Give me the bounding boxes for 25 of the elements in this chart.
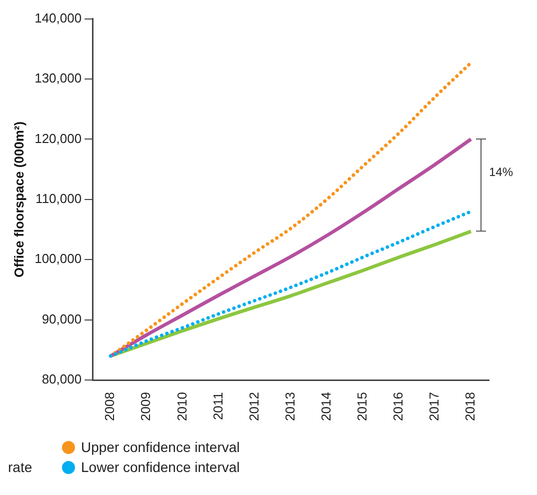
line-series (108, 137, 473, 358)
legend-label: Upper confidence interval (81, 439, 240, 455)
x-tick-label: 2018 (462, 392, 478, 421)
x-tick-label: 2016 (390, 392, 406, 421)
y-tick-label: 80,000 (42, 372, 82, 387)
x-tick-label: 2017 (426, 392, 442, 421)
y-axis-title: Office floorspace (000m²) (11, 121, 26, 278)
legend-label: Lower confidence interval (81, 459, 240, 475)
text: rate (8, 459, 34, 475)
x-tick-label: 2013 (282, 392, 298, 421)
y-tick-label: 110,000 (36, 191, 82, 206)
x-tick-label: 2009 (138, 392, 154, 421)
annotation: 14% (488, 165, 513, 180)
x-tick-label: 2010 (174, 392, 190, 421)
y-tick-label: 130,000 (34, 70, 82, 86)
y-tick-label: 140,000 (34, 10, 82, 26)
y-tick-label: 90,000 (42, 311, 82, 326)
line-series (108, 61, 473, 358)
x-tick-label: 2015 (354, 392, 370, 421)
x-tick-label: 2014 (318, 392, 334, 421)
x-tick-label: 2008 (102, 392, 118, 421)
x-tick-label: 2012 (246, 392, 262, 421)
y-tick-label: 120,000 (34, 130, 82, 146)
x-tick-label: 2011 (210, 392, 226, 420)
y-tick-label: 100,000 (34, 251, 82, 266)
